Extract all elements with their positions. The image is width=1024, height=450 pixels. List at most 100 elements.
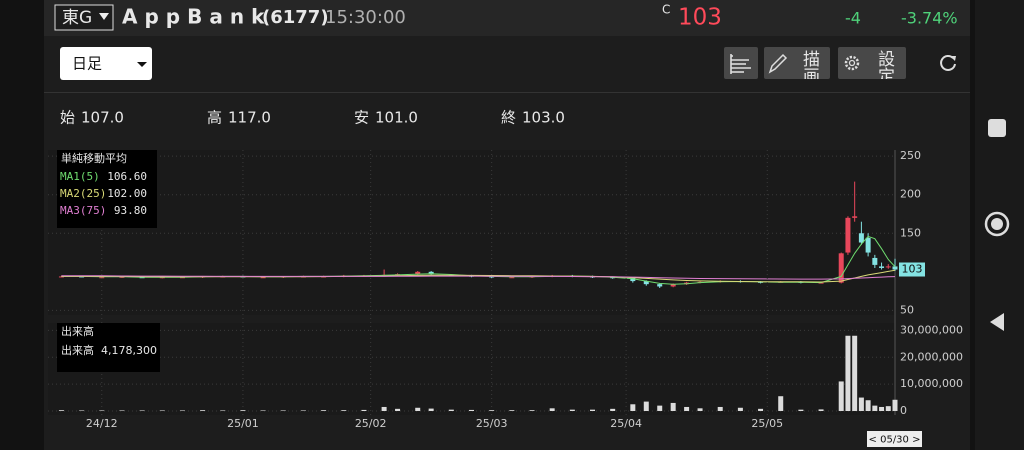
candle-body — [879, 266, 885, 268]
y-tick-label: 30,000,000 — [900, 323, 963, 336]
candle-body — [865, 237, 871, 253]
legend-title: 単純移動平均 — [61, 151, 127, 165]
legend-value: 102.00 — [107, 187, 147, 200]
price-flag: C — [662, 3, 670, 17]
volume-bar — [892, 399, 898, 411]
period-select[interactable] — [60, 47, 152, 80]
volume-bar — [684, 406, 690, 411]
settings-label: 設定 — [874, 50, 895, 84]
candle-body — [630, 277, 636, 282]
change: -4 — [845, 9, 861, 28]
volume-bar — [489, 410, 495, 411]
volume-bar — [838, 381, 844, 411]
ohlc-value: 103.0 — [522, 109, 565, 127]
legend-box — [57, 323, 160, 372]
volume-bar — [58, 410, 64, 411]
volume-bar — [569, 409, 575, 411]
x-tick-label: 25/05 — [751, 417, 783, 430]
candle-body — [260, 277, 266, 279]
x-tick-label: 25/01 — [227, 417, 259, 430]
volume-bar — [200, 410, 206, 411]
volume-bar — [179, 410, 185, 411]
volume-bar — [852, 335, 858, 411]
top-bar — [44, 0, 970, 36]
volume-bar — [885, 406, 891, 411]
legend-value: 93.80 — [114, 204, 147, 217]
candle-body — [428, 271, 434, 275]
settings-button[interactable] — [838, 47, 906, 79]
indicator-icon — [730, 54, 751, 74]
y-tick-label: 200 — [900, 188, 921, 201]
volume-bar — [321, 410, 327, 411]
y-tick-label: 0 — [900, 404, 907, 417]
cursor-label: < 05/30 > — [869, 435, 921, 446]
home-button[interactable] — [984, 211, 1010, 237]
ohlc-value: 101.0 — [375, 109, 418, 127]
x-tick-label: 25/04 — [610, 417, 642, 430]
legend-name: MA2(25) — [60, 187, 106, 200]
volume-bar — [630, 404, 636, 411]
dropdown-arrow — [137, 62, 147, 67]
volume-bar — [717, 406, 723, 411]
recents-button[interactable] — [988, 119, 1006, 137]
volume-bar — [670, 402, 676, 411]
ohlc-label: 高 — [207, 109, 222, 127]
candle-body — [179, 277, 185, 279]
legend-title: 出来高 — [61, 324, 94, 338]
volume-bar — [529, 410, 535, 411]
legend-name: MA1(5) — [60, 170, 100, 183]
candle-body — [670, 284, 676, 287]
volume-bar — [758, 408, 764, 411]
volume-bar — [798, 409, 804, 411]
divider — [44, 92, 970, 93]
indicator-button[interactable] — [724, 47, 758, 79]
volume-panel — [48, 323, 895, 415]
volume-bar — [590, 409, 595, 411]
x-tick-label: 25/03 — [476, 417, 508, 430]
y-tick-label: 20,000,000 — [900, 350, 963, 363]
refresh-icon[interactable] — [940, 55, 956, 71]
legend-value: 4,178,300 — [101, 344, 157, 357]
volume-bar — [361, 409, 367, 411]
volume-bar — [220, 410, 226, 411]
candle-body — [159, 277, 165, 279]
volume-bar — [395, 408, 401, 411]
volume-bar — [415, 407, 421, 411]
volume-bar — [549, 408, 555, 411]
volume-bar — [448, 409, 454, 411]
ohlc-row: 始 107.0 高 117.0 安 101.0 終 103.0 — [60, 109, 565, 127]
gear-hub — [848, 59, 856, 67]
legend-value: 106.60 — [107, 170, 147, 183]
change-pct: -3.74% — [901, 9, 958, 28]
draw-button[interactable] — [764, 47, 830, 79]
candle-body — [657, 284, 663, 287]
y-tick-label: 50 — [900, 303, 914, 316]
candle-body — [643, 281, 649, 285]
volume-bar — [428, 408, 434, 411]
home-dot — [991, 218, 1003, 230]
price-tag — [899, 262, 925, 277]
volume-bar — [260, 410, 266, 411]
price: 103 — [678, 5, 722, 31]
candle-body — [818, 282, 824, 284]
volume-bar — [818, 409, 824, 411]
refresh-arrow — [950, 56, 956, 61]
x-tick-label: 24/12 — [86, 417, 118, 430]
price-tag-label: 103 — [902, 263, 923, 276]
volume-bar — [139, 410, 145, 411]
back-button[interactable] — [990, 313, 1004, 331]
candle-body — [139, 277, 145, 279]
dropdown-arrow — [99, 13, 109, 20]
candle-body — [845, 217, 851, 253]
x-tick-label: 25/02 — [355, 417, 387, 430]
candle-body — [415, 271, 421, 275]
stock-code: (6177) — [262, 7, 329, 28]
volume-bar — [610, 408, 616, 411]
draw-label: 描画 — [799, 50, 820, 84]
legend-name: 出来高 — [61, 343, 94, 357]
candle-body — [838, 253, 844, 283]
y-tick-label: 10,000,000 — [900, 377, 963, 390]
volume-bar — [79, 410, 85, 411]
